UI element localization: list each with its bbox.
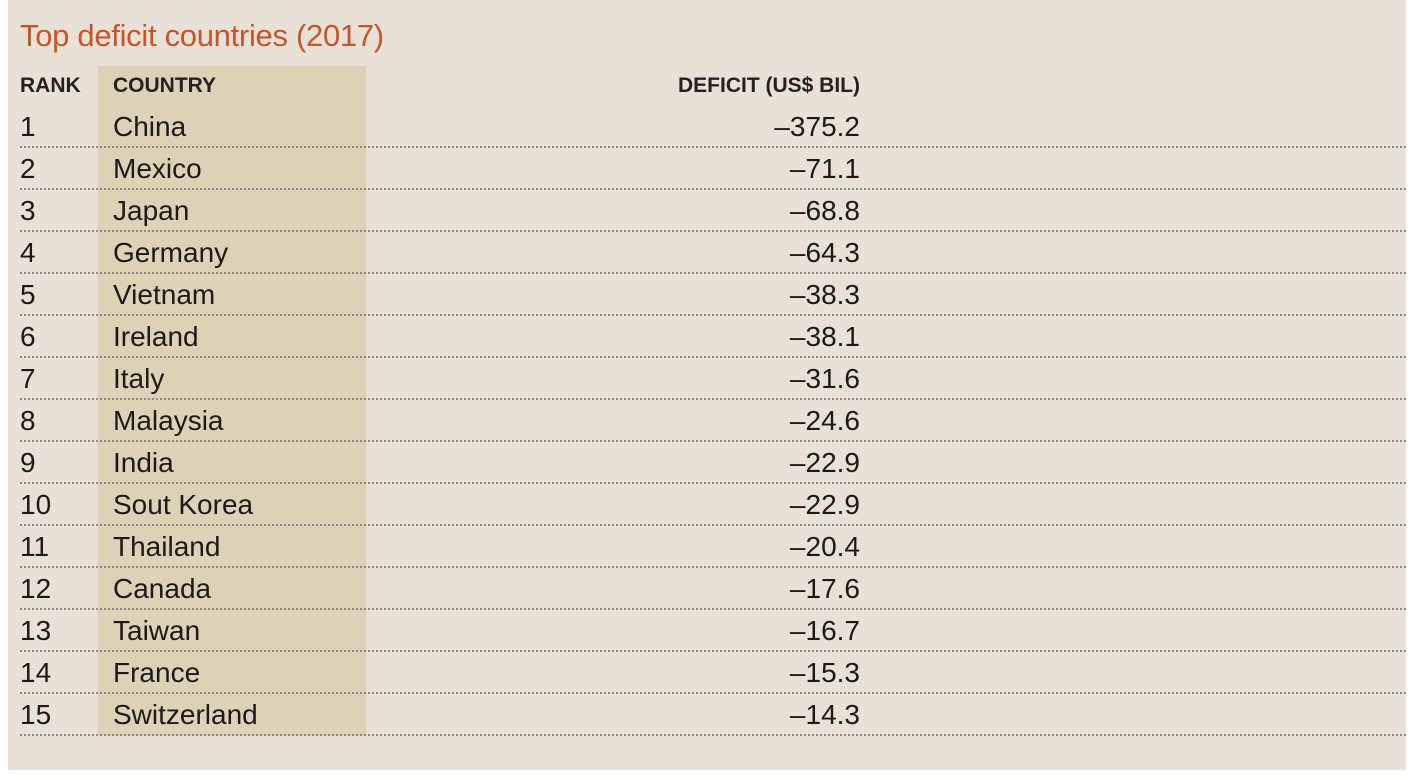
- country-cell: Taiwan: [113, 615, 201, 646]
- header-deficit: DEFICIT (US$ BIL): [678, 74, 860, 97]
- rank-cell: 14: [20, 657, 52, 688]
- country-cell: China: [113, 111, 187, 142]
- table-row: 4 Germany –64.3: [20, 232, 1406, 274]
- deficit-cell: –14.3: [789, 699, 860, 730]
- deficit-cell: –31.6: [789, 363, 860, 394]
- header-rank: RANK: [20, 74, 81, 97]
- country-cell: Sout Korea: [113, 489, 254, 520]
- rank-cell: 6: [20, 321, 36, 352]
- deficit-cell: –375.2: [774, 111, 860, 142]
- rank-cell: 3: [20, 195, 36, 226]
- deficit-cell: –64.3: [789, 237, 860, 268]
- country-cell: Japan: [113, 195, 190, 226]
- deficit-cell: –24.6: [789, 405, 860, 436]
- table-row: 15 Switzerland –14.3: [20, 694, 1406, 736]
- rank-cell: 4: [20, 237, 36, 268]
- rank-cell: 13: [20, 615, 52, 646]
- table-row: 9 India –22.9: [20, 442, 1406, 484]
- rank-cell: 9: [20, 447, 36, 478]
- table-row: 5 Vietnam –38.3: [20, 274, 1406, 316]
- deficit-cell: –15.3: [789, 657, 860, 688]
- deficit-cell: –22.9: [789, 489, 860, 520]
- deficit-cell: –68.8: [789, 195, 860, 226]
- table-row: 6 Ireland –38.1: [20, 316, 1406, 358]
- table-row: 14 France –15.3: [20, 652, 1406, 694]
- country-cell: Canada: [113, 573, 212, 604]
- table-row: 1 China –375.2: [20, 106, 1406, 148]
- deficit-cell: –17.6: [789, 573, 860, 604]
- country-cell: India: [113, 447, 174, 478]
- deficit-cell: –38.3: [789, 279, 860, 310]
- rank-cell: 15: [20, 699, 52, 730]
- table-row: 7 Italy –31.6: [20, 358, 1406, 400]
- table-row: 2 Mexico –71.1: [20, 148, 1406, 190]
- rank-cell: 10: [20, 489, 52, 520]
- table-row: 12 Canada –17.6: [20, 568, 1406, 610]
- rank-cell: 11: [20, 531, 50, 562]
- deficit-cell: –20.4: [789, 531, 860, 562]
- rank-cell: 1: [20, 111, 36, 142]
- rank-cell: 12: [20, 573, 52, 604]
- rank-cell: 8: [20, 405, 36, 436]
- country-cell: Italy: [113, 363, 165, 394]
- table-row: 11 Thailand –20.4: [20, 526, 1406, 568]
- country-cell: Vietnam: [113, 279, 216, 310]
- country-cell: Germany: [113, 237, 229, 268]
- country-cell: Ireland: [113, 321, 199, 352]
- header-country: COUNTRY: [113, 74, 217, 97]
- country-cell: Switzerland: [113, 699, 258, 730]
- country-cell: Mexico: [113, 153, 202, 184]
- table-row: 3 Japan –68.8: [20, 190, 1406, 232]
- chart-title: Top deficit countries (2017): [20, 18, 384, 53]
- table-row: 10 Sout Korea –22.9: [20, 484, 1406, 526]
- deficit-cell: –16.7: [789, 615, 860, 646]
- rank-cell: 5: [20, 279, 36, 310]
- rank-cell: 2: [20, 153, 36, 184]
- country-column-highlight: [98, 66, 366, 736]
- rank-cell: 7: [20, 363, 36, 394]
- country-cell: Malaysia: [113, 405, 224, 436]
- country-cell: Thailand: [113, 531, 221, 562]
- deficit-cell: –38.1: [789, 321, 860, 352]
- deficit-cell: –22.9: [789, 447, 860, 478]
- country-cell: France: [113, 657, 201, 688]
- deficit-cell: –71.1: [789, 153, 860, 184]
- table-row: 13 Taiwan –16.7: [20, 610, 1406, 652]
- table-row: 8 Malaysia –24.6: [20, 400, 1406, 442]
